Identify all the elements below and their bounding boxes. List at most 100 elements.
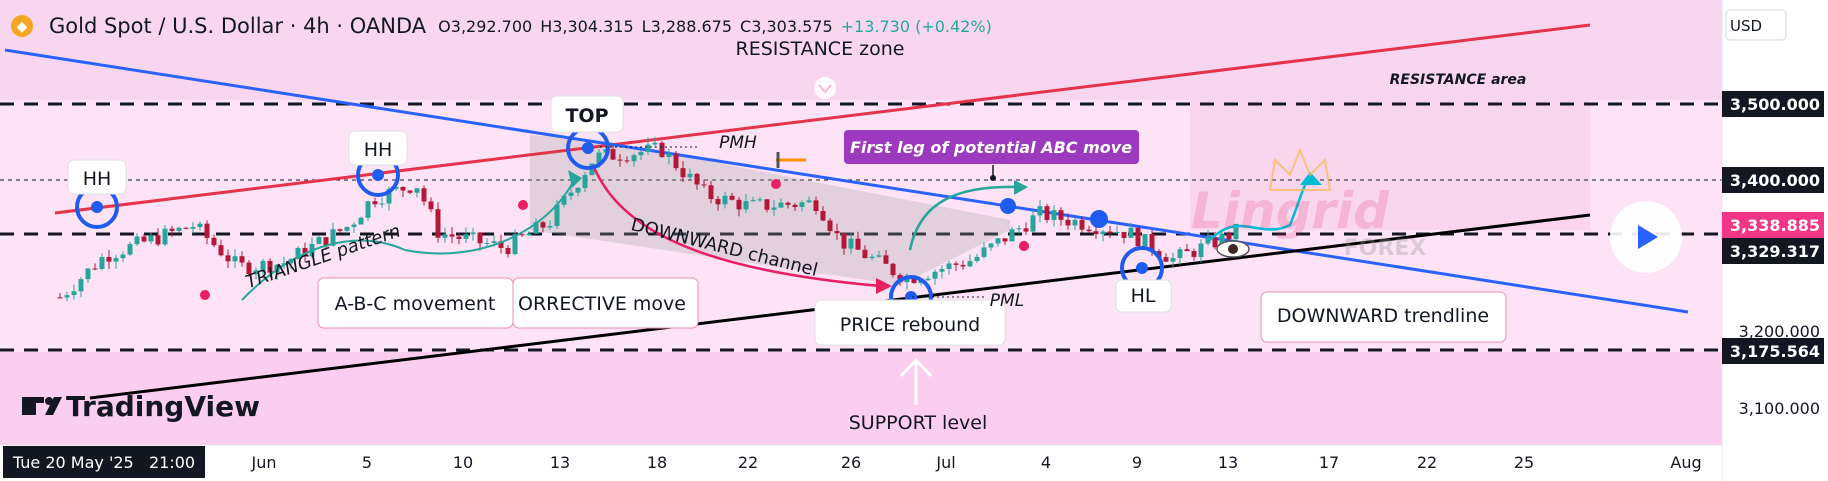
resistance-arrow-icon [814, 77, 836, 99]
price-tag-support [1722, 338, 1824, 364]
candle-body [813, 200, 819, 211]
time-tick: 13 [550, 453, 570, 472]
candle-body [1037, 206, 1043, 216]
candle-body [708, 185, 714, 200]
downward-channel-shape [530, 135, 1010, 285]
currency-label: USD [1730, 17, 1762, 35]
candle-body [834, 231, 840, 234]
candle-body [134, 236, 140, 245]
pink-dot [518, 200, 528, 210]
candle-body [505, 247, 511, 255]
candle-body [372, 201, 378, 205]
candle-body [638, 151, 644, 156]
candle-body [841, 233, 847, 249]
candle-body [911, 277, 917, 284]
candle-body [995, 238, 1001, 244]
candle-body [974, 256, 980, 262]
hh1-box [67, 159, 127, 195]
candle-body [519, 234, 525, 236]
candle-body [99, 257, 105, 270]
candle-body [512, 234, 518, 255]
candle-body [1100, 231, 1106, 235]
candle-body [414, 188, 420, 193]
ohlc-close: C3,303.575 [740, 17, 833, 36]
candle-body [729, 195, 735, 200]
top-label: TOP [565, 105, 608, 127]
candle-body [610, 149, 616, 160]
candle-body [666, 153, 672, 158]
triangle-arrow-path [241, 239, 406, 301]
ohlc-high: H3,304.315 [540, 17, 633, 36]
support-level-label: SUPPORT level [849, 412, 987, 434]
play-button[interactable] [1610, 201, 1682, 273]
candle-body [792, 204, 798, 208]
candle-body [526, 233, 532, 236]
candle-body [316, 237, 322, 244]
time-tick: Aug [1670, 453, 1701, 472]
candle-body [302, 247, 308, 257]
candle-body [547, 226, 553, 228]
price-tick-3: 3,200.000 [1739, 322, 1820, 341]
candle-body [988, 243, 994, 248]
candle-body [295, 247, 301, 260]
candle-body [1184, 249, 1190, 252]
lingrid-watermark: Lingrid [1191, 182, 1390, 240]
ohlc-low: L3,288.675 [642, 17, 732, 36]
candle-body [855, 238, 861, 250]
time-axis[interactable] [0, 445, 1722, 481]
candle-body [169, 228, 175, 231]
price-tick-4: 3,175.564 [1730, 342, 1820, 361]
currency-button[interactable] [1725, 9, 1787, 41]
time-tick: 5 [362, 453, 372, 472]
hh2-box [348, 130, 408, 166]
candle-body [456, 236, 462, 239]
candle-body [652, 142, 658, 145]
candle-body [260, 260, 266, 271]
price-tag-mid [1722, 167, 1824, 193]
candle-body [1079, 219, 1085, 230]
tradingview-text: TradingView [66, 390, 260, 423]
pml-label: PML [990, 291, 1024, 311]
candle-body [498, 241, 504, 248]
candle-body [92, 268, 98, 270]
candle-body [120, 254, 126, 259]
candle-body [722, 195, 728, 205]
candle-body [1135, 227, 1141, 247]
candle-body [743, 200, 749, 210]
candle-body [1086, 229, 1092, 232]
candle-body [736, 199, 742, 210]
hh2-label: HH [364, 139, 393, 161]
candle-body [848, 238, 854, 249]
candle-body [1058, 210, 1064, 220]
candle-body [701, 184, 707, 186]
candle-body [470, 232, 476, 235]
time-tick: 18 [647, 453, 667, 472]
first-leg-arrow-path [908, 185, 1021, 251]
candle-body [1198, 243, 1204, 257]
candle-body [253, 270, 259, 275]
gold-symbol-glyph: ◆ [17, 19, 28, 35]
candle-body [197, 223, 203, 228]
resistance-trendline [54, 23, 1591, 215]
candle-body [57, 297, 63, 299]
candle-body [155, 235, 161, 245]
price-tick-5: 3,100.000 [1739, 399, 1820, 418]
candle-body [323, 237, 329, 246]
time-cursor-tag [3, 446, 205, 478]
candle-body [939, 268, 945, 272]
candle-body [330, 229, 336, 246]
candle-body [673, 153, 679, 169]
candle-body [211, 237, 217, 246]
candle-body [694, 173, 700, 185]
candle-body [225, 255, 231, 262]
candle-body [645, 144, 651, 152]
chevron-down-icon [818, 84, 832, 94]
hl-label: HL [1131, 285, 1156, 307]
candle-body [113, 258, 119, 262]
candle-body [176, 227, 182, 231]
symbol-header[interactable]: ◆ Gold Spot / U.S. Dollar · 4h · OANDA O… [11, 14, 992, 38]
candle-body [1009, 229, 1015, 242]
price-tag-line [1722, 238, 1824, 264]
candle-body [617, 159, 623, 161]
